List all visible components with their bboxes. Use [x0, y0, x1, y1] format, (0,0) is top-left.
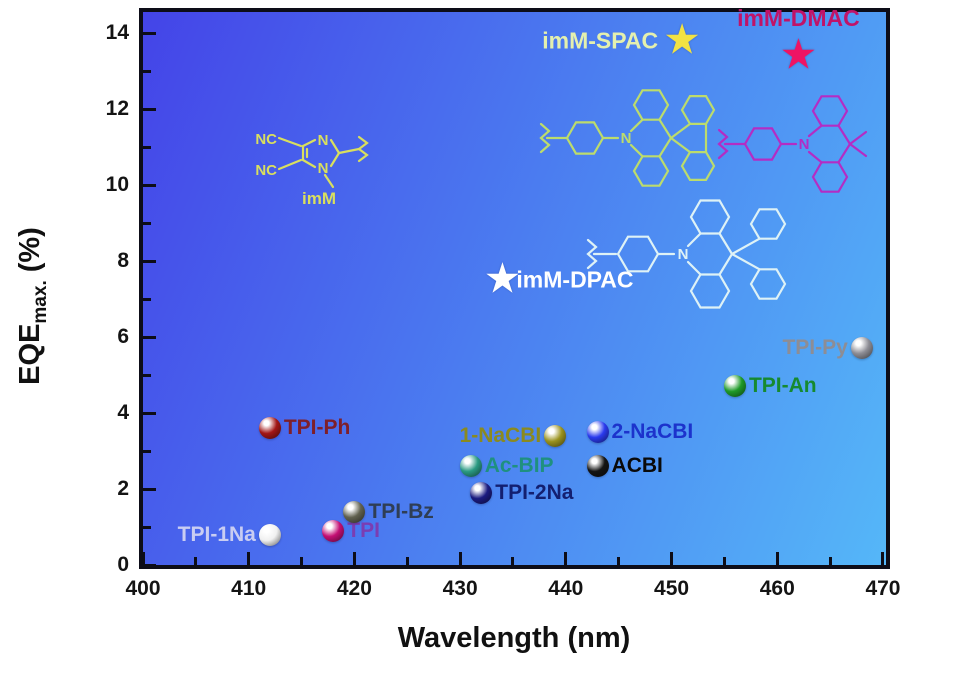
y-minor-tick: [143, 221, 151, 225]
y-tick-label: 6: [117, 325, 129, 348]
x-axis-title: Wavelength (nm): [397, 622, 631, 654]
dpac-structure-drawing: N: [586, 199, 787, 309]
spac-structure-drawing: N: [539, 89, 716, 187]
y-tick: [143, 259, 156, 263]
plot-area: NC NC N N imM: [106, 4, 901, 600]
sphere-marker: [459, 455, 482, 478]
sphere-marker: [850, 337, 873, 360]
y-minor-tick: [143, 69, 151, 73]
imM-caption: imM: [302, 189, 336, 208]
y-tick-label: 10: [105, 173, 129, 196]
imM-structure-drawing: NC NC N N imM: [255, 131, 369, 208]
star-marker: ★: [779, 30, 818, 78]
point-label: Ac-BIP: [484, 454, 554, 478]
point-label: TPI-An: [748, 374, 817, 398]
point-label: TPI-2Na: [495, 480, 574, 504]
y-axis-title-unit: (%): [14, 227, 46, 273]
point-label: TPI-Ph: [283, 416, 351, 440]
sphere-marker: [343, 500, 366, 523]
y-axis-title-main: EQE: [14, 323, 46, 385]
x-tick-label: 410: [231, 577, 267, 600]
dmac-structure-drawing: N: [717, 95, 868, 193]
x-minor-tick: [722, 557, 726, 565]
y-tick: [143, 411, 156, 415]
sphere-marker: [544, 424, 567, 447]
x-tick: [352, 552, 356, 565]
point-label: imM-DMAC: [737, 4, 860, 31]
point-label: 2-NaCBI: [611, 420, 694, 443]
x-tick: [775, 552, 779, 565]
y-tick: [143, 335, 156, 339]
nitrogen-label: N: [799, 136, 810, 153]
y-tick-label: 14: [105, 21, 129, 44]
x-tick: [458, 552, 462, 565]
sphere-marker: [470, 481, 493, 504]
point-label: 1-NaCBI: [459, 423, 542, 447]
y-tick: [143, 31, 156, 35]
point-label: imM-DPAC: [516, 266, 634, 293]
x-tick-label: 400: [125, 577, 161, 600]
point-label: ACBI: [611, 454, 663, 478]
y-tick: [143, 487, 156, 491]
x-tick: [881, 552, 885, 565]
sphere-marker: [723, 375, 746, 398]
x-tick-label: 450: [654, 577, 690, 600]
y-axis-title-sub: max.: [29, 280, 51, 324]
y-minor-tick: [143, 297, 151, 301]
nitrogen-top-label: N: [318, 132, 329, 149]
x-tick-label: 470: [865, 577, 901, 600]
x-minor-tick: [511, 557, 515, 565]
x-minor-tick: [828, 557, 832, 565]
x-tick: [141, 552, 145, 565]
point-label: imM-SPAC: [542, 27, 659, 54]
point-label: TPI: [347, 518, 380, 542]
y-tick: [143, 183, 156, 187]
y-tick-label: 8: [117, 249, 129, 272]
x-minor-tick: [194, 557, 198, 565]
nitrogen-bottom-label: N: [318, 160, 329, 177]
x-minor-tick: [405, 557, 409, 565]
x-tick-label: 440: [548, 577, 584, 600]
sphere-marker: [258, 417, 281, 440]
nitrogen-label: N: [678, 246, 689, 263]
sphere-marker: [586, 421, 609, 443]
y-tick-label: 2: [117, 477, 129, 500]
y-tick: [143, 107, 156, 111]
x-minor-tick: [617, 557, 621, 565]
star-marker: ★: [483, 254, 522, 302]
cyano-top-label: NC: [255, 131, 277, 148]
point-label: TPI-1Na: [177, 522, 256, 546]
y-minor-tick: [143, 449, 151, 453]
point-label: TPI-Bz: [368, 499, 434, 523]
nitrogen-label: N: [621, 130, 632, 147]
sphere-marker: [322, 519, 345, 542]
y-minor-tick: [143, 373, 151, 377]
y-axis-title: EQEmax. (%): [14, 227, 52, 385]
cyano-bottom-label: NC: [255, 162, 277, 179]
sphere-marker: [586, 455, 609, 478]
y-minor-tick: [143, 145, 151, 149]
x-tick-label: 460: [759, 577, 795, 600]
y-tick-label: 12: [105, 97, 129, 120]
x-tick-label: 420: [336, 577, 372, 600]
x-tick: [564, 552, 568, 565]
y-tick-label: 0: [117, 553, 129, 576]
sphere-marker: [258, 523, 281, 546]
x-tick: [670, 552, 674, 565]
star-marker: ★: [663, 15, 701, 63]
y-tick-label: 4: [117, 401, 129, 424]
x-tick-label: 430: [442, 577, 478, 600]
point-label: TPI-Py: [782, 336, 848, 360]
x-tick: [247, 552, 251, 565]
y-minor-tick: [143, 525, 151, 529]
x-minor-tick: [300, 557, 304, 565]
y-tick: [143, 563, 156, 567]
